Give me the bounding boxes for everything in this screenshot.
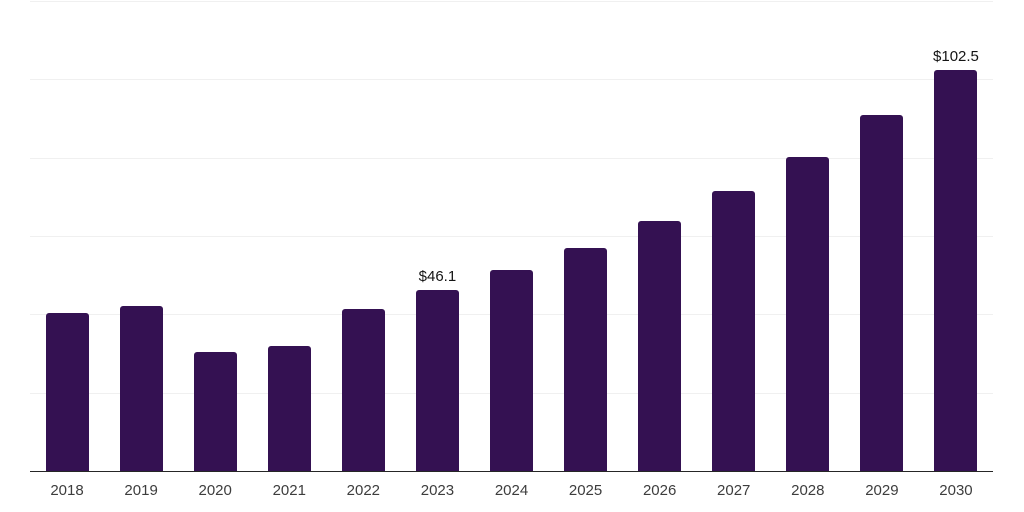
x-tick-label-2029: 2029 (865, 482, 899, 499)
x-tick-label-2026: 2026 (642, 482, 677, 499)
x-tick-label-2027: 2027 (717, 482, 751, 499)
x-axis-labels: 2018 2019 2020 2021 2022 2023 2024 2025 2026 2027… (30, 482, 993, 504)
bar-2026 (638, 221, 682, 471)
x-tick-label-2020: 2020 (198, 482, 232, 499)
x-tick-label-2018: 2018 (50, 482, 84, 499)
bar-2027 (712, 190, 756, 471)
x-tick-label-2023: 2023 (420, 482, 455, 499)
bar-2025 (564, 247, 608, 471)
bar-2023: $46.1 (415, 268, 459, 471)
x-tick-label-2022: 2022 (346, 482, 381, 499)
x-tick-label-2021: 2021 (272, 482, 306, 499)
bar-2018 (45, 312, 89, 471)
x-tick-label-2030: 2030 (939, 482, 973, 499)
bar-2029 (860, 115, 904, 471)
x-tick-label-2025: 2025 (568, 482, 603, 499)
x-tick-label-2019: 2019 (124, 482, 158, 499)
gridline-100 (30, 79, 993, 81)
data-label-2023: $46.1 (418, 268, 457, 286)
gridline-80 (30, 157, 993, 159)
x-tick-label-2028: 2028 (791, 482, 825, 499)
bar-2024 (490, 269, 533, 471)
x-tick-label-2024: 2024 (494, 482, 529, 499)
gridline-120 (30, 1, 993, 2)
bar-2030: $102.5 (933, 48, 979, 471)
plot-area: $46.1 $102.5 (30, 1, 993, 472)
data-label-2030: $102.5 (933, 47, 979, 65)
bar-2019 (119, 306, 163, 471)
bar-2021 (267, 346, 311, 471)
bar-2020 (193, 352, 237, 471)
gridline-60 (30, 236, 993, 237)
bar-2028 (786, 156, 830, 471)
bar-2022 (341, 308, 385, 471)
